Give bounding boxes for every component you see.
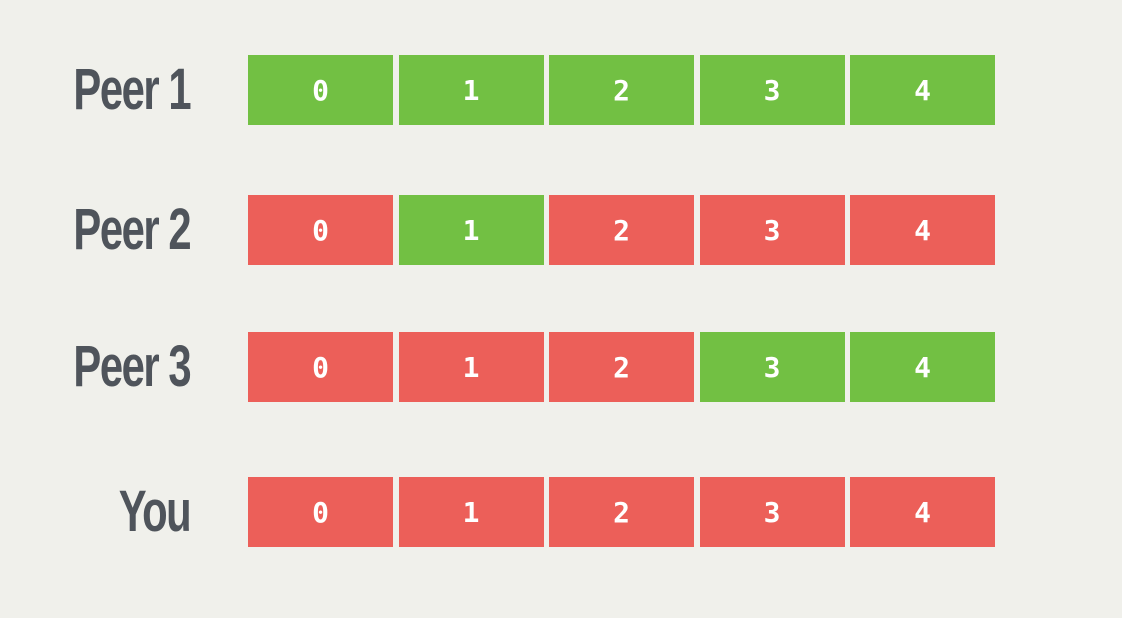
piece-cell: 2 — [549, 55, 694, 125]
row-peer-3: Peer 3 0 1 2 3 4 — [0, 332, 1122, 402]
piece-cell: 4 — [850, 195, 995, 265]
row-you: You 0 1 2 3 4 — [0, 477, 1122, 547]
piece-cell: 4 — [850, 332, 995, 402]
piece-cell: 3 — [699, 55, 845, 125]
piece-cell: 1 — [398, 55, 544, 125]
piece-cell: 4 — [850, 55, 995, 125]
row-label: Peer 2 — [73, 197, 191, 262]
row-label: Peer 1 — [73, 57, 191, 122]
piece-strip: 0 1 2 3 4 — [248, 332, 995, 402]
row-label: You — [118, 479, 192, 544]
piece-cell: 2 — [549, 195, 694, 265]
piece-cell: 0 — [248, 55, 393, 125]
piece-strip: 0 1 2 3 4 — [248, 55, 995, 125]
row-peer-1: Peer 1 0 1 2 3 4 — [0, 55, 1122, 125]
piece-cell: 3 — [699, 477, 845, 547]
piece-cell: 1 — [398, 195, 544, 265]
piece-cell: 2 — [549, 332, 694, 402]
piece-cell: 1 — [398, 477, 544, 547]
piece-cell: 0 — [248, 332, 393, 402]
piece-cell: 0 — [248, 477, 393, 547]
row-label: Peer 3 — [73, 334, 191, 399]
piece-cell: 3 — [699, 195, 845, 265]
piece-cell: 3 — [699, 332, 845, 402]
row-peer-2: Peer 2 0 1 2 3 4 — [0, 195, 1122, 265]
piece-cell: 1 — [398, 332, 544, 402]
piece-strip: 0 1 2 3 4 — [248, 195, 995, 265]
piece-cell: 2 — [549, 477, 694, 547]
piece-cell: 4 — [850, 477, 995, 547]
piece-cell: 0 — [248, 195, 393, 265]
piece-strip: 0 1 2 3 4 — [248, 477, 995, 547]
